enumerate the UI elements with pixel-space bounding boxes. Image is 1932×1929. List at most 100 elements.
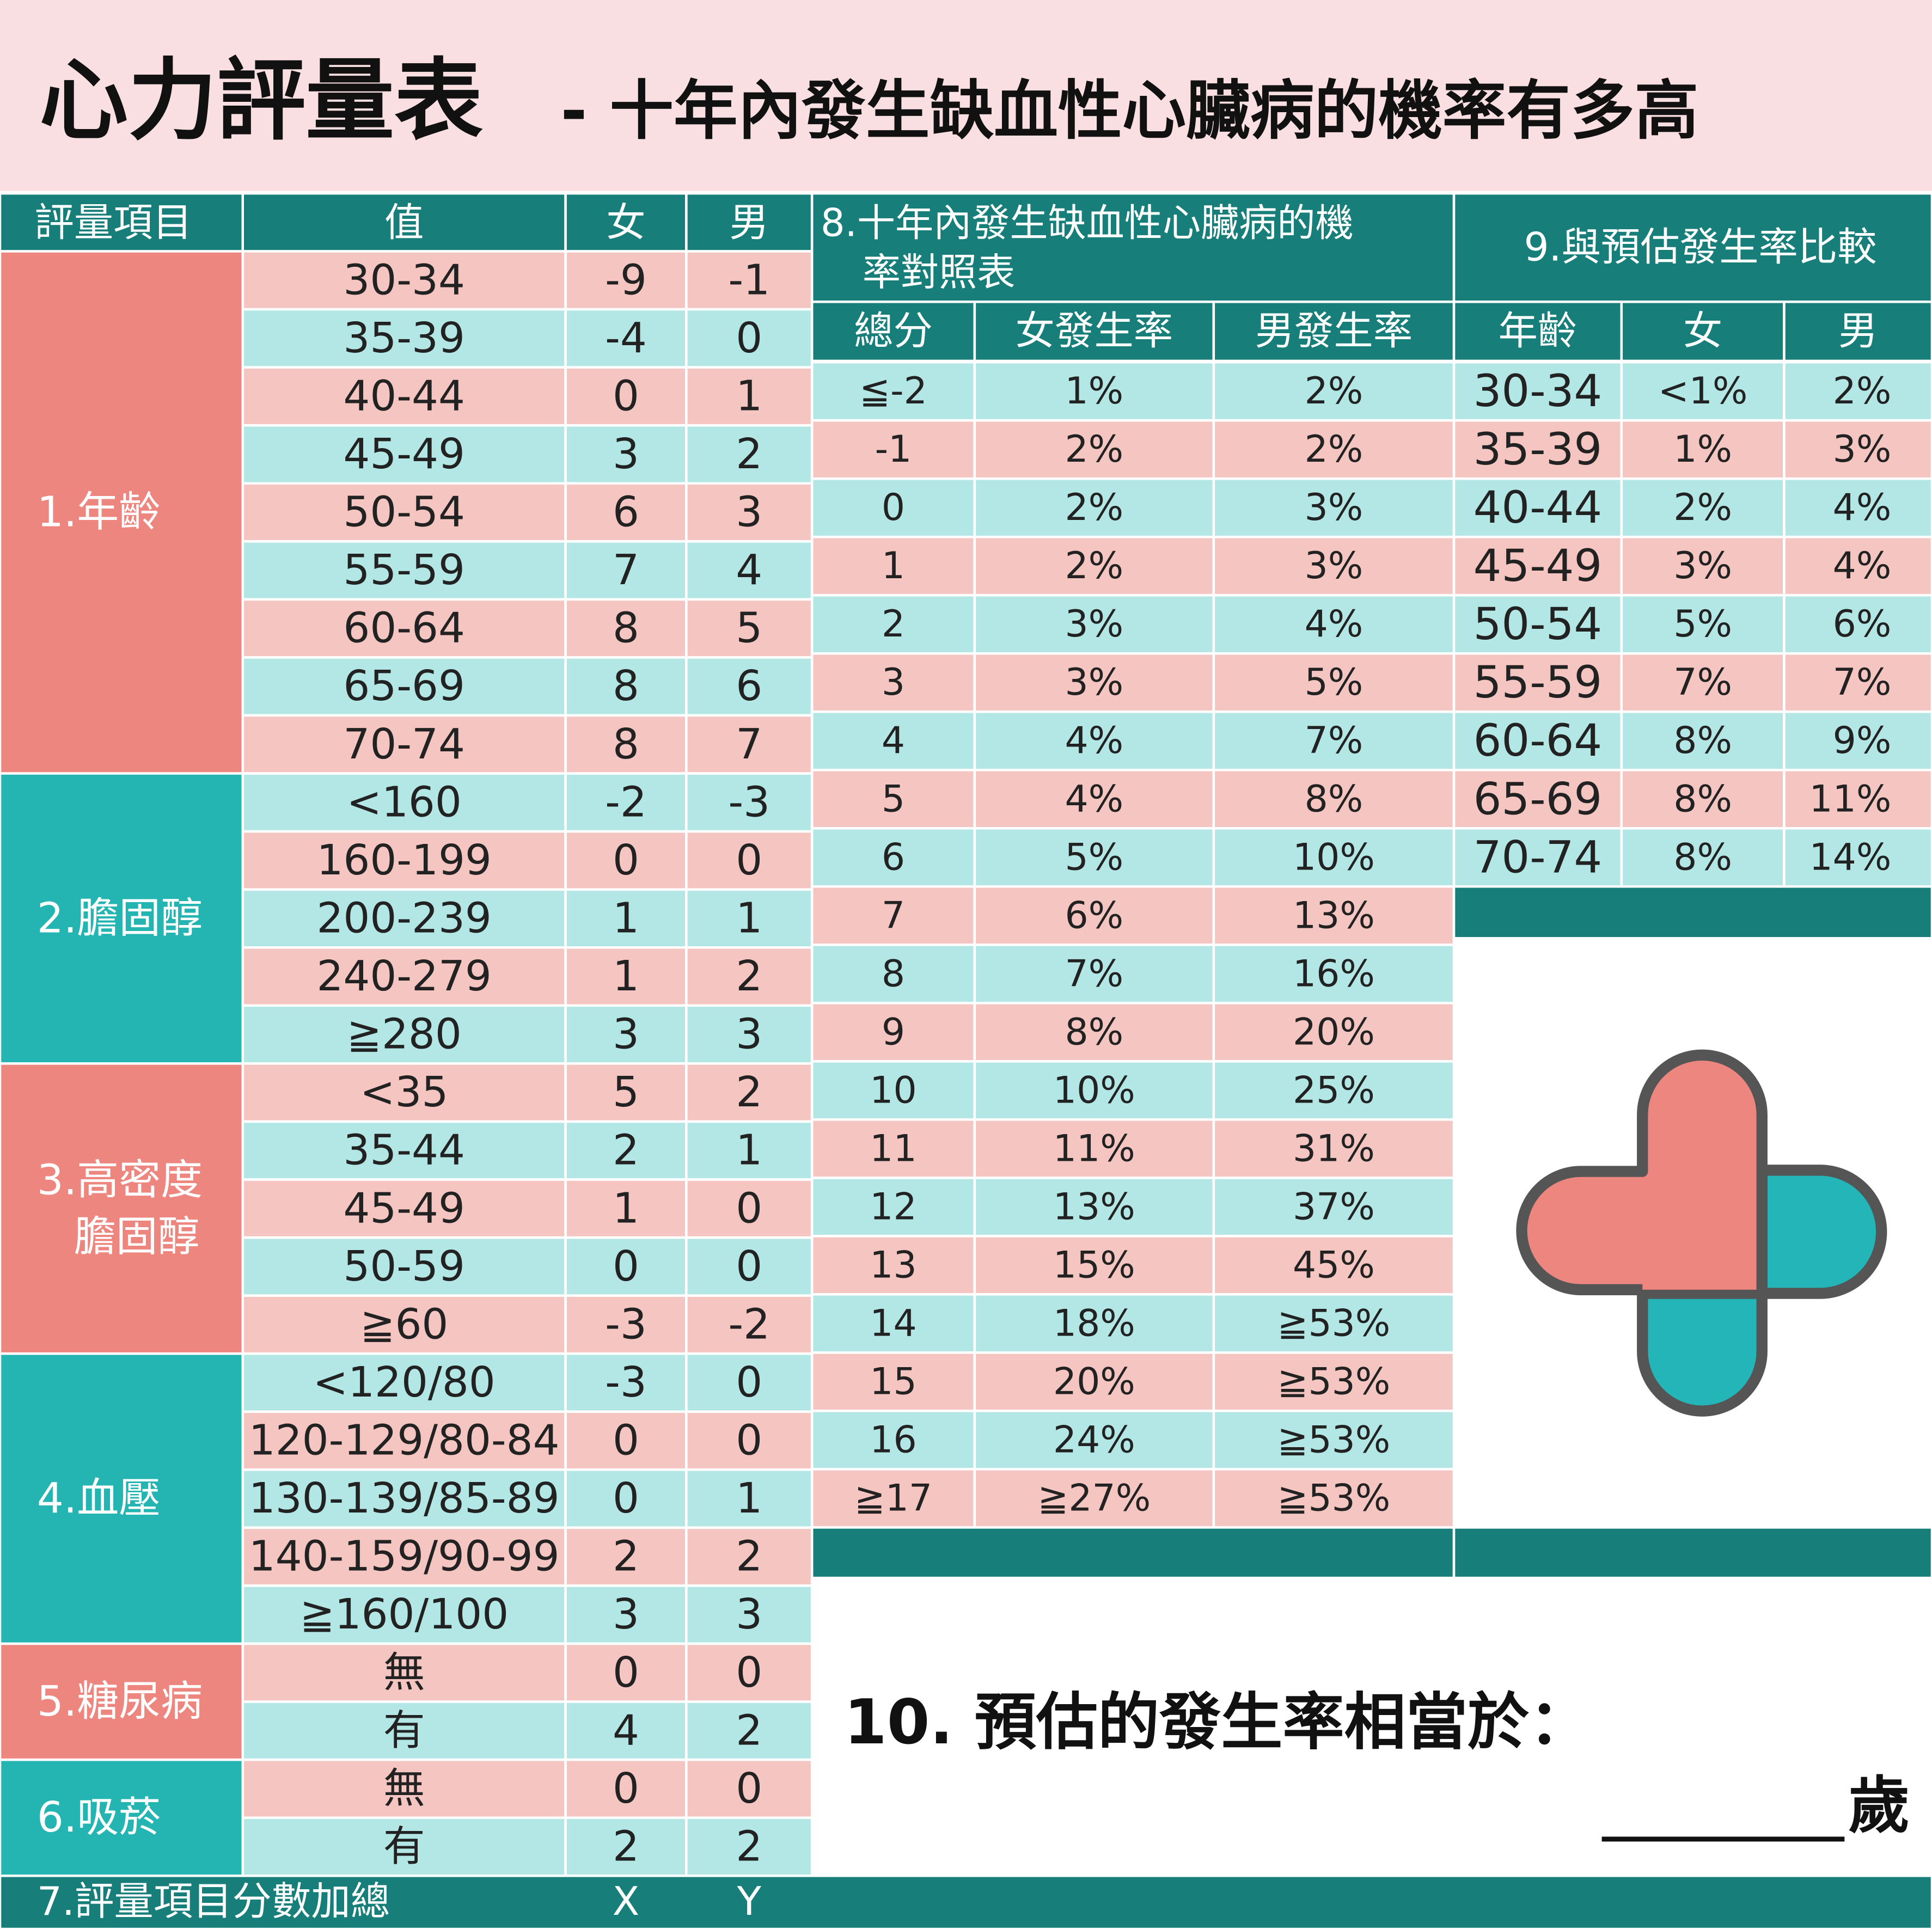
cell-text: 12 xyxy=(870,1185,916,1228)
cell-text: ≧53% xyxy=(1277,1477,1391,1520)
column-header: 女 xyxy=(1683,309,1722,354)
band xyxy=(810,1526,1456,1579)
cell xyxy=(1212,1293,1456,1354)
cell-text: 8% xyxy=(1673,777,1732,820)
table-title: 8.十年內發生缺血性心臟病的機 xyxy=(821,201,1354,246)
cell xyxy=(973,1002,1215,1063)
cell-text: 0 xyxy=(736,1358,762,1407)
cell-text: 0 xyxy=(882,486,905,529)
cell-text: 2% xyxy=(1305,428,1364,471)
cell xyxy=(685,540,814,601)
header-cell xyxy=(1452,301,1623,363)
cell xyxy=(685,714,814,775)
cell-text: 7% xyxy=(1673,661,1732,704)
cell-text: 1 xyxy=(613,952,639,1001)
cell-text: 6% xyxy=(1833,603,1892,646)
cell-text: 0 xyxy=(613,1474,639,1523)
cell xyxy=(810,360,976,422)
cell xyxy=(241,656,567,717)
cell-text: 10 xyxy=(870,1069,916,1112)
cell-text: 0 xyxy=(736,1649,762,1697)
cell-text: 無 xyxy=(383,1765,425,1813)
cell xyxy=(1452,710,1623,771)
cell xyxy=(685,1468,814,1529)
cell-text: 0 xyxy=(736,1242,762,1291)
group-cell xyxy=(0,1352,244,1645)
total-value: X xyxy=(613,1879,640,1925)
header-cell xyxy=(1620,301,1786,363)
cell xyxy=(241,830,567,891)
cell-text: 1 xyxy=(613,1184,639,1233)
cell xyxy=(685,1236,814,1297)
cell-text: 200-239 xyxy=(317,895,492,943)
cell-text: 5% xyxy=(1065,836,1123,879)
cell xyxy=(973,1293,1215,1354)
cell xyxy=(1620,652,1786,713)
cell-text: 8% xyxy=(1673,836,1732,879)
cell xyxy=(685,1294,814,1355)
cell xyxy=(685,1352,814,1413)
cell-text: 0 xyxy=(613,372,639,420)
cell-text: 8 xyxy=(613,662,639,711)
cell-text: 55-59 xyxy=(343,546,464,595)
subtitle: - 十年內發生缺血性心臟病的機率有多高 xyxy=(561,74,1699,148)
cell xyxy=(1620,477,1786,538)
cell-text: 3 xyxy=(736,1011,762,1059)
cell-text: 1 xyxy=(736,895,762,943)
logo-lobe xyxy=(1637,1288,1768,1417)
cell-text: 8% xyxy=(1673,719,1732,762)
cell xyxy=(810,1410,976,1471)
group-cell xyxy=(0,1642,244,1761)
cell-text: 2% xyxy=(1305,370,1364,413)
cell xyxy=(1452,827,1623,888)
cell-text: 無 xyxy=(383,1649,425,1697)
cell-text: 7 xyxy=(882,894,905,937)
group-cell xyxy=(0,772,244,1065)
logo-lobe xyxy=(1516,1049,1768,1295)
cell-text: 35-44 xyxy=(343,1126,464,1175)
cell-text: 2 xyxy=(736,1822,762,1871)
cell-text: 70-74 xyxy=(343,720,464,769)
cell xyxy=(685,1758,814,1819)
cell xyxy=(564,1120,688,1181)
cell-text: 2 xyxy=(882,603,905,646)
cell-text: 8 xyxy=(613,720,639,769)
cell-text: 50-59 xyxy=(343,1242,464,1291)
cell-text: 14% xyxy=(1809,836,1891,879)
cell-text: ≧53% xyxy=(1277,1360,1391,1403)
cell-text: 7% xyxy=(1065,952,1123,995)
cell xyxy=(973,419,1215,480)
cell-text: -2 xyxy=(605,778,647,826)
total-value: Y xyxy=(737,1879,762,1925)
cell xyxy=(973,885,1215,946)
cell-text: 55-59 xyxy=(1474,657,1603,708)
column-header: 男 xyxy=(1838,309,1878,354)
cell-text: 2 xyxy=(613,1822,639,1871)
cell-text: 8% xyxy=(1065,1011,1123,1054)
cell-text: <120/80 xyxy=(313,1358,496,1407)
cell-text: 13 xyxy=(870,1244,916,1287)
header-cell xyxy=(1212,301,1456,363)
cell-text: 3% xyxy=(1833,428,1892,471)
header-cell xyxy=(810,301,976,363)
cell-text: 31% xyxy=(1293,1127,1375,1170)
title-band xyxy=(0,0,1932,191)
cell xyxy=(1783,535,1932,597)
cell-text: 15 xyxy=(870,1360,916,1403)
header-cell xyxy=(564,192,688,253)
cell-text: 2% xyxy=(1065,486,1123,529)
cell-text: 10% xyxy=(1293,836,1375,879)
cell-text: 140-159/90-99 xyxy=(249,1533,560,1581)
cell xyxy=(685,308,814,369)
cell-text: 7% xyxy=(1833,661,1892,704)
cell xyxy=(564,1584,688,1645)
cell-text: -4 xyxy=(605,314,647,363)
table-title: 9.與預估發生率比較 xyxy=(1524,225,1876,271)
column-header: 男 xyxy=(730,200,769,246)
cell-text: 7 xyxy=(613,546,639,595)
column-header: 女發生率 xyxy=(1016,309,1173,354)
cell-text: 3 xyxy=(613,430,639,479)
cell xyxy=(685,1700,814,1761)
column-header: 值 xyxy=(384,200,424,246)
cell-text: 0 xyxy=(613,1649,639,1697)
